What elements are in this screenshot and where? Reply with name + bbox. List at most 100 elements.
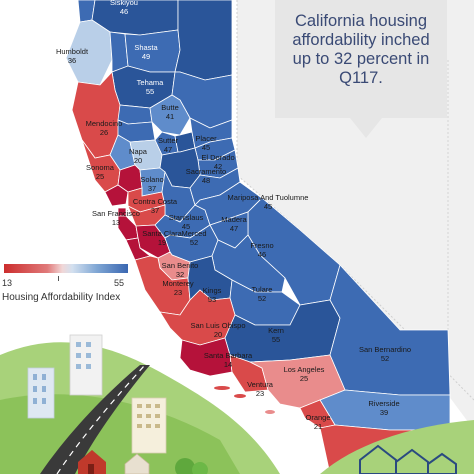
county-name-mendocino: Mendocino: [86, 119, 123, 128]
county-value-tehama: 55: [146, 87, 154, 96]
county-value-san-benito: 32: [176, 270, 184, 279]
county-value-fresno: 46: [258, 250, 266, 259]
county-value-placer: 45: [202, 143, 210, 152]
house-outline-icon: [359, 444, 397, 474]
headline-text: California housing affordability inched …: [292, 12, 430, 87]
county-name-orange: Orange: [305, 413, 330, 422]
county-value-ventura: 23: [256, 389, 264, 398]
county-name-santa-barbara: Santa Barbara: [204, 351, 253, 360]
road: [40, 365, 150, 474]
county-name-los-angeles: Los Angeles: [284, 365, 325, 374]
county-name-butte: Butte: [161, 103, 179, 112]
county-value-kings: 53: [208, 295, 216, 304]
callout-pointer: [350, 118, 382, 138]
hill-right: [320, 420, 474, 474]
county-san-luis-obispo[interactable]: [159, 289, 236, 346]
building-windows: [76, 342, 91, 369]
county-name-kern: Kern: [268, 326, 284, 335]
road-center-line: [56, 365, 145, 474]
county-value-los-angeles: 25: [300, 374, 308, 383]
county-value-el-dorado: 42: [214, 162, 222, 171]
county-name-solano: Solano: [140, 175, 163, 184]
county-name-madera: Madera: [221, 215, 247, 224]
legend-tick: [58, 276, 59, 281]
county-name-riverside: Riverside: [368, 399, 399, 408]
county-name-san-benito: San Benito: [162, 261, 199, 270]
county-name-humboldt: Humboldt: [56, 47, 89, 56]
county-butte[interactable]: [149, 94, 191, 136]
county-name-mariposa-and-tuolumne: Mariposa And Tuolumne: [228, 193, 309, 202]
house-outline-icon: [395, 448, 429, 474]
county-name-sutter: Sutter: [158, 136, 179, 145]
county-name-san-luis-obispo: San Luis Obispo: [190, 321, 245, 330]
county-value-sutter: 47: [164, 145, 172, 154]
county-value-san-luis-obispo: 20: [214, 330, 222, 339]
county-value-humboldt: 36: [68, 56, 76, 65]
legend-max-value: 55: [114, 278, 125, 288]
county-labels: Siskiyou46Humboldt36Shasta49Tehama55Butt…: [56, 0, 411, 431]
county-lassen-modoc[interactable]: [174, 0, 233, 81]
county-value-mendocino: 26: [100, 128, 108, 137]
county-marin[interactable]: [104, 184, 129, 207]
county-name-stanislaus: Stanislaus: [169, 213, 204, 222]
county-santa-cruz[interactable]: [125, 237, 151, 261]
county-value-san-bernardino: 52: [381, 354, 389, 363]
county-name-fresno: Fresno: [250, 241, 273, 250]
county-value-tulare: 52: [258, 294, 266, 303]
county-name-contra-costa: Contra Costa: [133, 197, 178, 206]
house-door: [88, 464, 94, 474]
house-outline-icon: [427, 452, 457, 474]
county-value-stanislaus: 45: [182, 222, 190, 231]
county-value-riverside: 39: [380, 408, 388, 417]
tree: [175, 458, 195, 474]
legend-title: Housing Affordability Index: [2, 292, 121, 303]
county-name-tulare: Tulare: [252, 285, 273, 294]
county-glenn[interactable]: [117, 104, 153, 125]
county-value-orange: 21: [314, 422, 322, 431]
building-windows: [137, 404, 160, 428]
county-value-santa-clara: 19: [158, 238, 166, 247]
county-value-solano: 37: [148, 184, 156, 193]
channel-island: [265, 410, 275, 414]
tree: [192, 462, 208, 474]
county-value-madera: 47: [230, 224, 238, 233]
county-value-sonoma: 25: [96, 172, 104, 181]
county-name-san-francisco: San Francisco: [92, 209, 140, 218]
county-humboldt[interactable]: [65, 19, 113, 86]
county-name-merced: Merced: [181, 229, 206, 238]
county-name-napa: Napa: [129, 147, 148, 156]
building-windows: [33, 374, 46, 404]
county-name-tehama: Tehama: [137, 78, 165, 87]
county-name-san-bernardino: San Bernardino: [359, 345, 411, 354]
county-name-sonoma: Sonoma: [86, 163, 115, 172]
county-value-contra-costa: 37: [151, 206, 159, 215]
county-value-monterey: 23: [174, 288, 182, 297]
county-name-ventura: Ventura: [247, 380, 274, 389]
county-value-kern: 55: [272, 335, 280, 344]
county-name-el-dorado: El Dorado: [201, 153, 234, 162]
county-name-santa-clara: Santa Clara: [142, 229, 182, 238]
county-name-placer: Placer: [195, 134, 217, 143]
county-name-siskiyou: Siskiyou: [110, 0, 138, 7]
building: [27, 367, 55, 419]
county-value-sacramento: 48: [202, 176, 210, 185]
county-value-siskiyou: 46: [120, 7, 128, 16]
county-name-kings: Kings: [203, 286, 222, 295]
county-value-shasta: 49: [142, 52, 150, 61]
county-value-napa: 20: [134, 156, 142, 165]
county-value-butte: 41: [166, 112, 174, 121]
legend-min-value: 13: [2, 278, 13, 288]
county-name-monterey: Monterey: [162, 279, 194, 288]
channel-island: [234, 394, 246, 398]
headline-callout: California housing affordability inched …: [275, 0, 447, 118]
county-value-merced: 52: [190, 238, 198, 247]
house: [78, 450, 106, 474]
legend-color-scale: [4, 264, 128, 273]
channel-island: [214, 386, 230, 390]
county-value-mariposa-and-tuolumne: 45: [264, 202, 272, 211]
county-value-santa-barbara: 14: [224, 360, 232, 369]
house: [124, 453, 150, 474]
county-name-sacramento: Sacramento: [186, 167, 226, 176]
county-mono-inyo[interactable]: [239, 181, 341, 306]
